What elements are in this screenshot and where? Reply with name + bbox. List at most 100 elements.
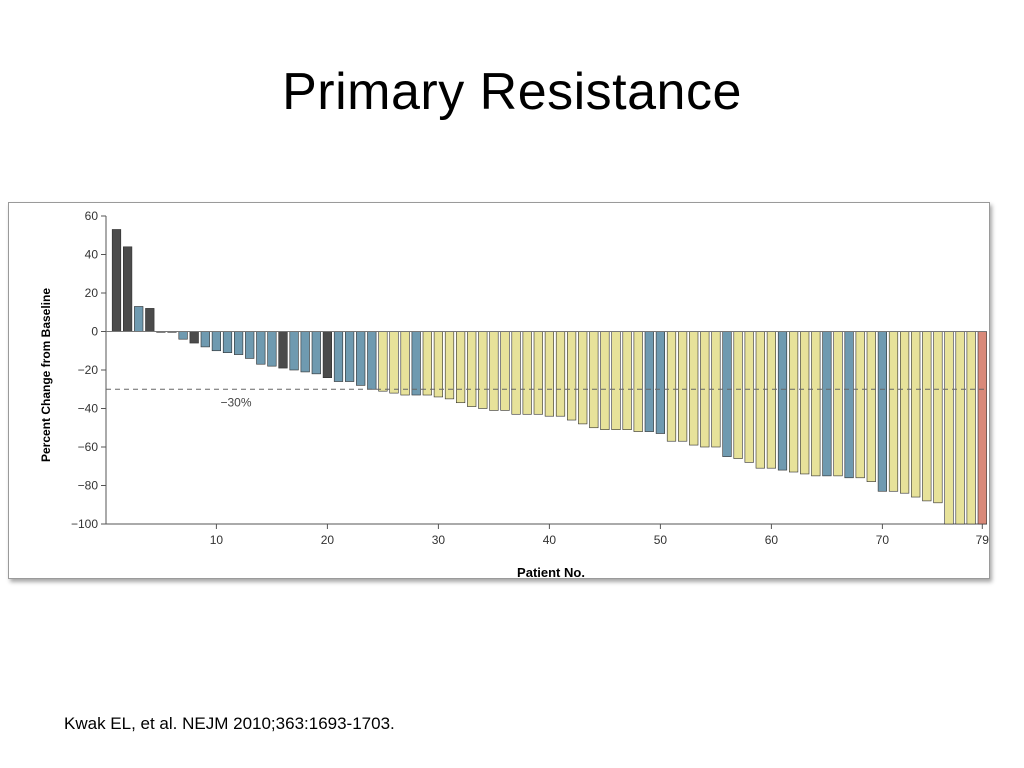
- bar-patient-15: [267, 331, 277, 367]
- bar-patient-17: [289, 331, 299, 371]
- bar-patient-36: [500, 331, 510, 411]
- bar-patient-58: [744, 331, 754, 463]
- bar-patient-19: [311, 331, 321, 375]
- bar-patient-74: [922, 331, 932, 502]
- bar-patient-1: [111, 229, 122, 332]
- y-tick-label: −20: [78, 363, 99, 377]
- bar-patient-28: [411, 331, 421, 396]
- bar-patient-41: [555, 331, 566, 417]
- x-tick-label: 10: [210, 533, 224, 547]
- bar-patient-18: [300, 331, 310, 373]
- bar-patient-68: [855, 331, 865, 479]
- bar-patient-56: [722, 331, 732, 457]
- x-tick-label: 50: [654, 533, 668, 547]
- slide-title: Primary Resistance: [282, 63, 742, 121]
- y-tick-label: 0: [91, 325, 98, 339]
- bar-patient-24: [367, 331, 377, 390]
- bar-patient-11: [222, 331, 233, 353]
- bar-patient-70: [877, 331, 887, 492]
- bar-patient-46: [611, 331, 621, 430]
- bar-patient-59: [755, 331, 765, 469]
- bar-patient-7: [178, 331, 188, 340]
- bar-patient-52: [677, 331, 688, 442]
- bar-patient-38: [522, 331, 532, 415]
- bar-patient-69: [866, 331, 876, 482]
- y-tick-label: −40: [78, 402, 99, 416]
- bar-patient-39: [533, 331, 543, 415]
- y-axis: 60 40 20 0 −20 −40 −60 −80 −100: [71, 209, 107, 531]
- x-tick-label: 40: [543, 533, 557, 547]
- y-tick-label: 20: [85, 286, 99, 300]
- bar-patient-72: [899, 331, 910, 494]
- bar-patient-35: [489, 331, 499, 411]
- waterfall-chart: 60 40 20 0 −20 −40 −60 −80 −100 10 20 30 40 50 60 70 79…: [39, 209, 989, 578]
- bar-patient-22: [344, 331, 355, 382]
- bar-patient-13: [245, 331, 255, 359]
- bar-patient-23: [356, 331, 366, 386]
- annotations: −30%: [106, 331, 987, 409]
- bar-patient-60: [766, 331, 776, 469]
- bar-patient-43: [578, 331, 588, 425]
- bar-patient-51: [666, 331, 677, 442]
- bar-patient-71: [888, 331, 899, 492]
- bar-patient-25: [378, 331, 388, 392]
- bar-patient-48: [633, 331, 643, 432]
- bar-patient-61: [777, 331, 788, 471]
- y-tick-label: −100: [71, 517, 98, 531]
- bar-patient-8: [189, 331, 199, 344]
- bar-patient-16: [278, 331, 288, 369]
- bar-patient-50: [655, 331, 665, 434]
- bar-patient-37: [511, 331, 521, 415]
- bar-patient-53: [689, 331, 699, 446]
- bar-patient-75: [933, 331, 943, 504]
- bar-patient-76: [944, 331, 954, 525]
- bar-patient-40: [544, 331, 554, 417]
- bar-patient-26: [389, 331, 399, 394]
- y-tick-label: 40: [85, 248, 99, 262]
- y-tick-label: −80: [78, 479, 99, 493]
- bar-patient-78: [966, 331, 976, 525]
- y-tick-label: 60: [85, 209, 99, 223]
- citation: Kwak EL, et al. NEJM 2010;363:1693-1703.: [64, 714, 395, 733]
- bar-patient-79: [977, 331, 987, 525]
- bar-patient-63: [800, 331, 810, 475]
- bar-patient-64: [811, 331, 821, 477]
- bar-patient-47: [622, 331, 632, 430]
- x-axis-label: Patient No.: [517, 565, 585, 578]
- bar-patient-3: [134, 306, 144, 332]
- bar-patient-21: [333, 331, 344, 382]
- bar-patient-44: [589, 331, 599, 429]
- bar-patient-49: [644, 331, 654, 432]
- bar-patient-27: [400, 331, 410, 396]
- bar-patient-4: [145, 308, 155, 332]
- bar-patient-32: [455, 331, 466, 404]
- x-tick-label: 79: [976, 533, 989, 547]
- x-tick-label: 70: [876, 533, 890, 547]
- y-tick-label: −60: [78, 440, 99, 454]
- x-axis: 10 20 30 40 50 60 70 79: [106, 523, 989, 547]
- x-tick-label: 30: [432, 533, 446, 547]
- bar-patient-29: [422, 331, 432, 396]
- bar-patient-73: [911, 331, 921, 498]
- x-tick-label: 20: [321, 533, 335, 547]
- bar-patient-34: [478, 331, 488, 409]
- bars: [111, 229, 987, 525]
- y-axis-label: Percent Change from Baseline: [39, 288, 53, 462]
- bar-patient-14: [256, 331, 266, 365]
- threshold-label: −30%: [220, 395, 251, 409]
- bar-patient-57: [733, 331, 743, 459]
- bar-patient-45: [600, 331, 610, 430]
- bar-patient-20: [322, 331, 333, 379]
- bar-patient-65: [822, 331, 832, 477]
- bar-patient-9: [200, 331, 210, 348]
- waterfall-chart-frame: 60 40 20 0 −20 −40 −60 −80 −100 10 20 30 40 50 60 70 79…: [8, 202, 990, 579]
- bar-patient-77: [955, 331, 965, 525]
- bar-patient-62: [788, 331, 799, 473]
- bar-patient-12: [234, 331, 244, 355]
- bar-patient-42: [566, 331, 577, 421]
- x-tick-label: 60: [765, 533, 779, 547]
- bar-patient-66: [833, 331, 843, 477]
- bar-patient-2: [123, 246, 133, 332]
- bar-patient-33: [467, 331, 477, 407]
